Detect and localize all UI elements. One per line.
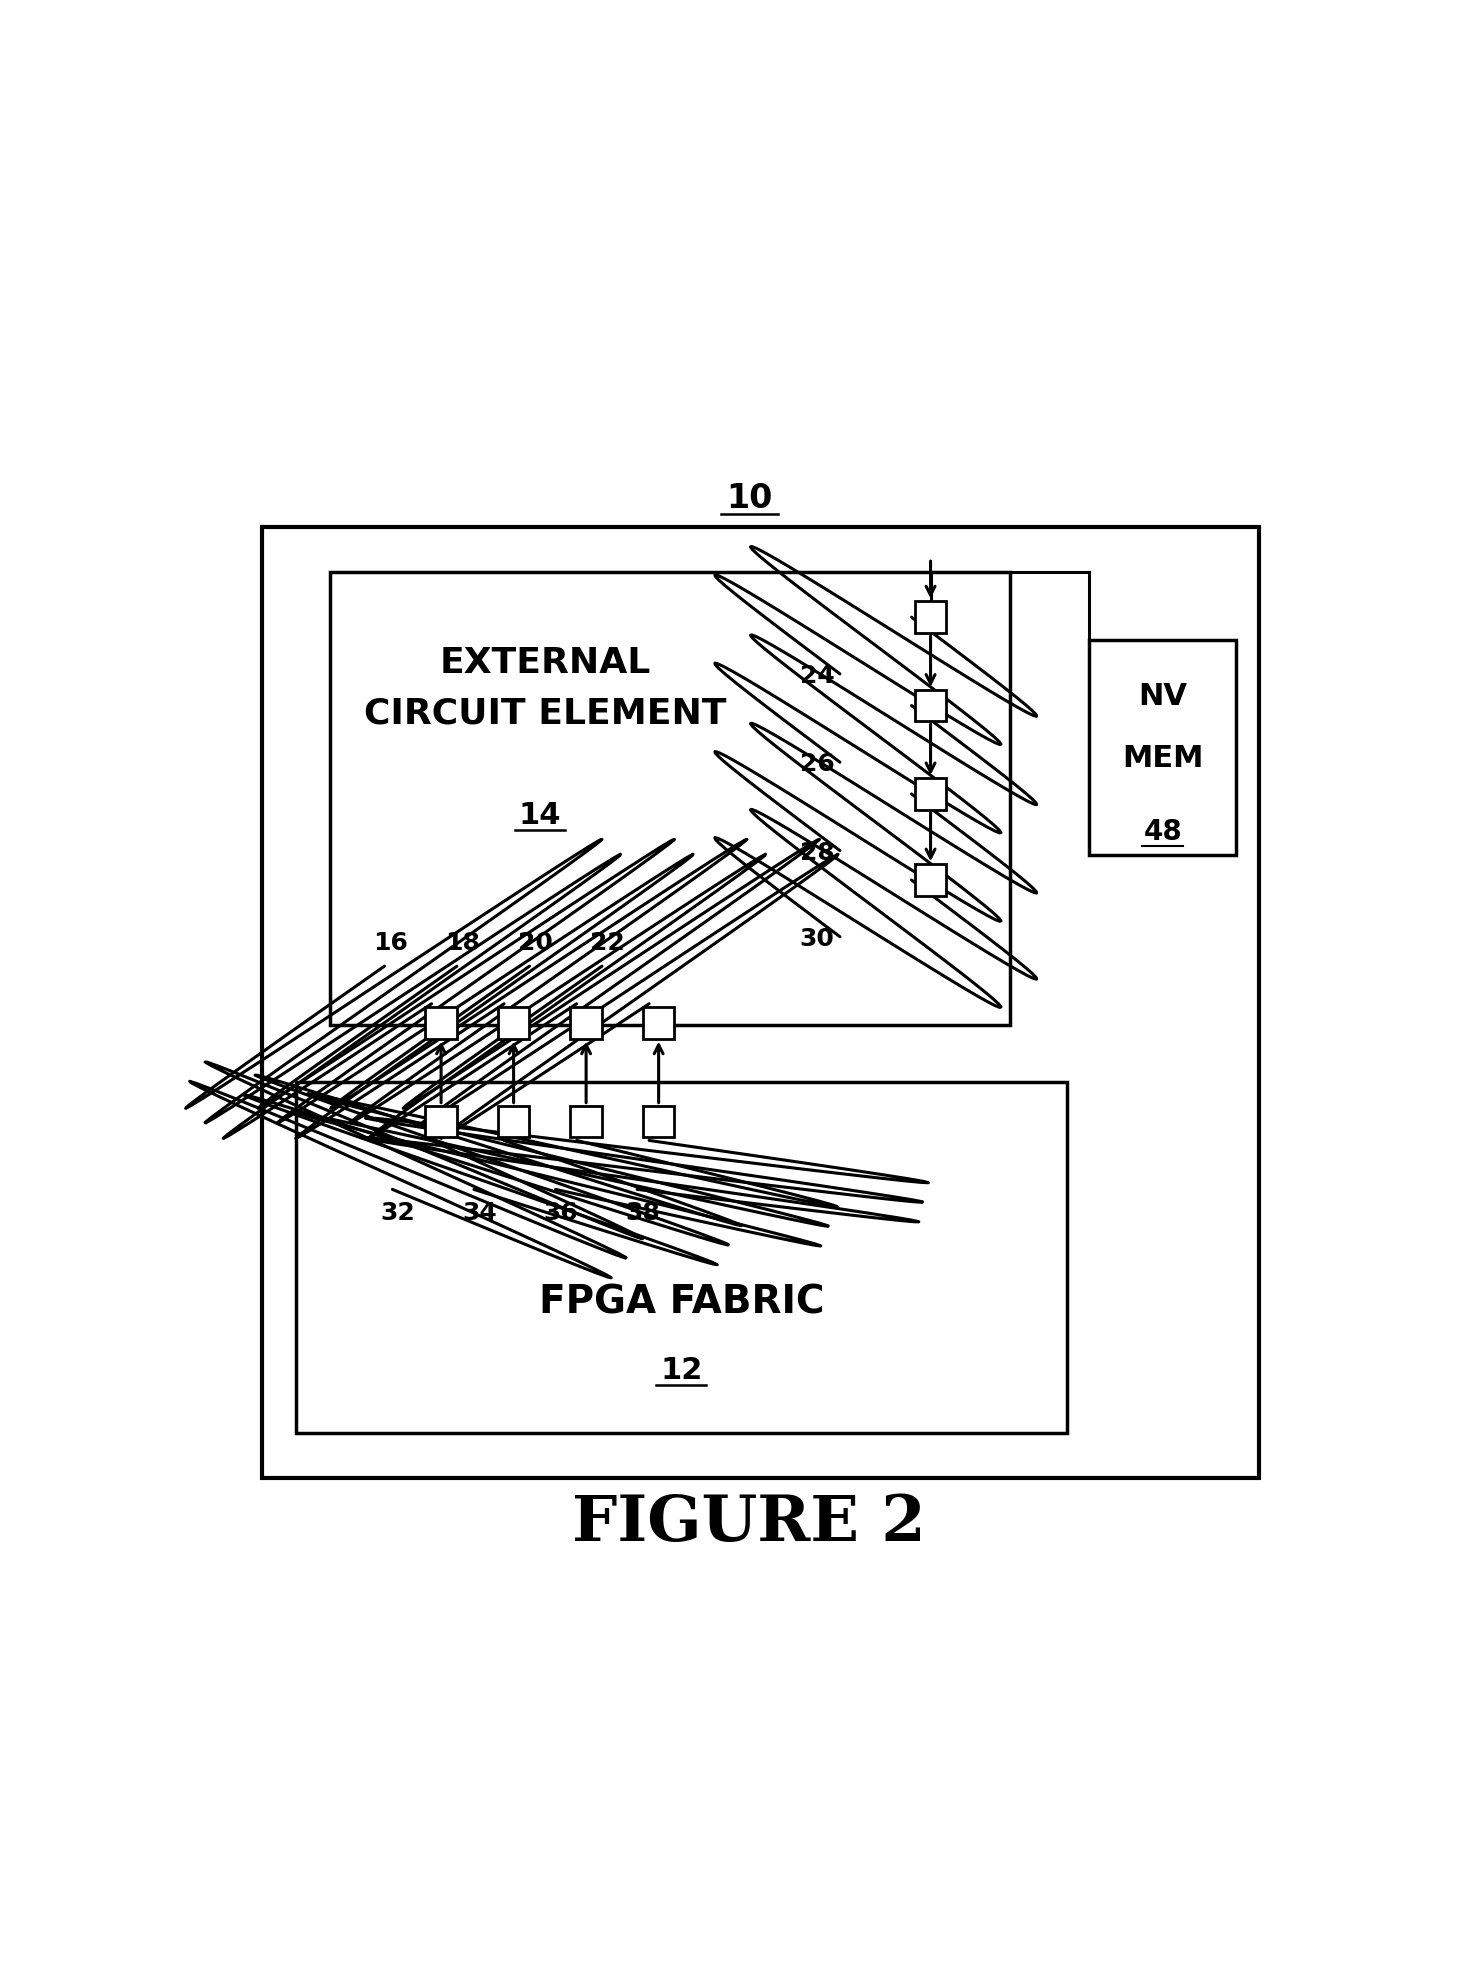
Text: 34: 34 — [462, 1201, 497, 1225]
Text: 18: 18 — [444, 931, 480, 955]
Text: CIRCUIT ELEMENT: CIRCUIT ELEMENT — [364, 697, 727, 730]
Text: 32: 32 — [380, 1201, 415, 1225]
Text: FPGA FABRIC: FPGA FABRIC — [538, 1284, 825, 1322]
Bar — [425, 1006, 458, 1038]
Text: 16: 16 — [373, 931, 408, 955]
Text: 22: 22 — [591, 931, 626, 955]
Bar — [643, 1006, 674, 1038]
FancyBboxPatch shape — [1089, 639, 1237, 856]
Text: 20: 20 — [518, 931, 553, 955]
Text: NV: NV — [1139, 683, 1187, 711]
Text: 24: 24 — [800, 665, 835, 689]
Text: 36: 36 — [544, 1201, 579, 1225]
Bar — [915, 778, 946, 810]
Text: 14: 14 — [519, 802, 561, 830]
Text: 30: 30 — [800, 927, 835, 951]
Bar — [497, 1006, 529, 1038]
Text: EXTERNAL: EXTERNAL — [440, 645, 651, 679]
Text: 28: 28 — [800, 842, 835, 865]
Bar — [425, 1106, 458, 1137]
FancyBboxPatch shape — [295, 1082, 1067, 1433]
Text: FIGURE 2: FIGURE 2 — [573, 1493, 925, 1554]
Bar — [497, 1106, 529, 1137]
FancyBboxPatch shape — [330, 572, 1010, 1024]
Text: 12: 12 — [661, 1356, 702, 1386]
Bar — [915, 863, 946, 895]
Bar — [570, 1006, 602, 1038]
Bar — [915, 689, 946, 721]
Bar — [643, 1106, 674, 1137]
Text: 26: 26 — [800, 752, 835, 776]
Text: 48: 48 — [1143, 818, 1183, 846]
FancyBboxPatch shape — [262, 526, 1259, 1479]
Text: 38: 38 — [626, 1201, 661, 1225]
Text: MEM: MEM — [1123, 744, 1203, 774]
Text: 10: 10 — [727, 482, 772, 514]
Bar — [570, 1106, 602, 1137]
Bar — [915, 601, 946, 633]
